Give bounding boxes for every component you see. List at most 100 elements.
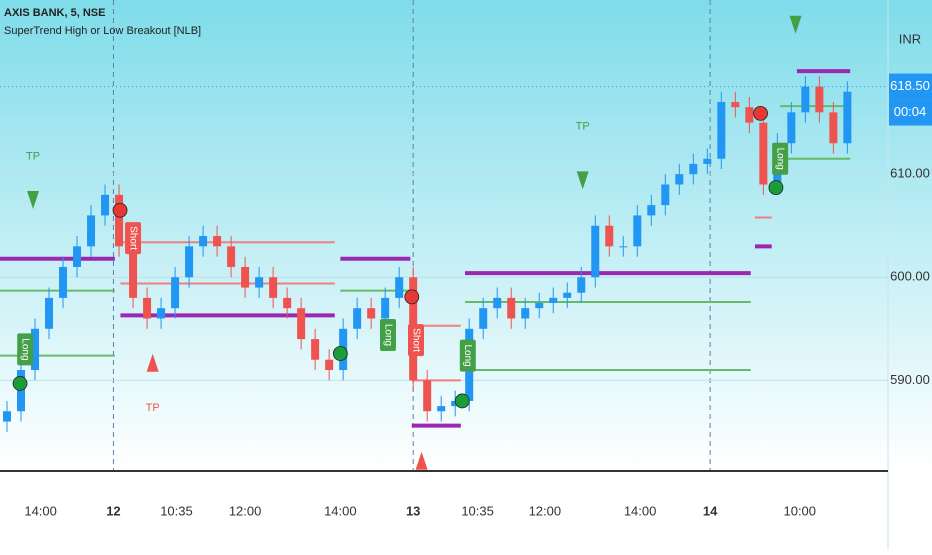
candle-body bbox=[843, 91, 852, 144]
signal-box bbox=[125, 222, 142, 255]
x-tick-label: 12:00 bbox=[229, 503, 262, 518]
candle-body bbox=[157, 308, 166, 319]
tp-triangle bbox=[27, 190, 40, 209]
candle-body bbox=[507, 297, 516, 319]
candle-body bbox=[171, 277, 180, 309]
signal-text: Short bbox=[410, 328, 421, 352]
candle-body bbox=[73, 246, 82, 267]
candle-body bbox=[787, 112, 796, 144]
candle-body bbox=[423, 380, 432, 412]
candle-body bbox=[241, 266, 250, 288]
signal-label: Short bbox=[125, 222, 142, 255]
candle-body bbox=[479, 308, 488, 329]
signal-dot bbox=[454, 393, 470, 409]
signal-label: Long bbox=[772, 142, 789, 175]
candle-body bbox=[661, 184, 670, 206]
y-tick-label: 610.00 bbox=[890, 166, 930, 181]
candle-body bbox=[675, 174, 684, 185]
x-tick-label: 14:00 bbox=[324, 503, 357, 518]
tp-triangle bbox=[146, 353, 159, 372]
candle-body bbox=[745, 107, 754, 123]
candle-body bbox=[129, 246, 138, 298]
signal-text: Long bbox=[775, 148, 786, 170]
signal-text: Long bbox=[20, 338, 31, 360]
candle-body bbox=[493, 297, 502, 309]
candle-body bbox=[703, 158, 712, 164]
candle-body bbox=[647, 205, 656, 216]
candle-body bbox=[87, 215, 96, 247]
signal-text: Long bbox=[382, 324, 393, 346]
x-tick-label: 14:00 bbox=[24, 503, 57, 518]
candle-body bbox=[31, 328, 40, 371]
x-tick-label: 12 bbox=[106, 503, 120, 518]
x-tick-label: 14 bbox=[703, 503, 718, 518]
candle-body bbox=[731, 102, 740, 108]
x-tick-label: 10:35 bbox=[160, 503, 193, 518]
signal-text: Short bbox=[127, 226, 138, 250]
candle-body bbox=[269, 277, 278, 298]
x-tick-label: 10:00 bbox=[783, 503, 816, 518]
signal-box bbox=[17, 333, 34, 366]
candle-body bbox=[325, 359, 334, 371]
signal-dot bbox=[768, 180, 784, 195]
candle-body bbox=[199, 236, 208, 247]
candle-body bbox=[227, 246, 236, 267]
signal-label: Long bbox=[379, 318, 396, 351]
x-tick-label: 10:35 bbox=[461, 503, 494, 518]
signal-dot bbox=[332, 346, 348, 361]
candle-body bbox=[297, 308, 306, 340]
last-price-box bbox=[889, 73, 932, 100]
signal-label: Long bbox=[459, 339, 476, 372]
chart-title: AXIS BANK, 5, NSE bbox=[4, 7, 105, 19]
signal-box bbox=[772, 142, 789, 175]
y-tick-label: 590.00 bbox=[890, 372, 930, 387]
candle-body bbox=[45, 297, 54, 329]
candle-body bbox=[101, 194, 110, 216]
tp-label: TP bbox=[576, 121, 590, 133]
y-tick-label: 600.00 bbox=[890, 269, 930, 284]
tp-triangle bbox=[415, 451, 428, 470]
last-price-label: 618.50 bbox=[890, 78, 930, 93]
candle-body bbox=[563, 292, 572, 298]
tp-triangle bbox=[576, 171, 589, 190]
candle-body bbox=[759, 122, 768, 185]
tp-triangle bbox=[789, 15, 802, 34]
candle-body bbox=[577, 277, 586, 293]
candle-body bbox=[213, 236, 222, 247]
indicator-name: SuperTrend High or Low Breakout [NLB] bbox=[4, 25, 201, 37]
candle-body bbox=[381, 297, 390, 319]
candle-body bbox=[3, 411, 12, 422]
signal-dot bbox=[112, 202, 128, 218]
candle-body bbox=[311, 339, 320, 360]
countdown-box bbox=[889, 99, 932, 126]
candle-body bbox=[367, 308, 376, 319]
candle-body bbox=[591, 225, 600, 278]
candle-body bbox=[143, 297, 152, 319]
candle-body bbox=[255, 277, 264, 288]
tp-label: TP bbox=[26, 151, 40, 163]
signal-text: Long bbox=[462, 344, 473, 366]
candle-body bbox=[451, 400, 460, 407]
candle-body bbox=[549, 297, 558, 304]
signal-label: Short bbox=[407, 324, 424, 357]
candle-body bbox=[437, 406, 446, 412]
candle-body bbox=[689, 163, 698, 175]
signal-box bbox=[407, 324, 424, 357]
candle-body bbox=[829, 112, 838, 144]
candle-body bbox=[801, 86, 810, 113]
candle-body bbox=[353, 308, 362, 329]
candle-body bbox=[633, 215, 642, 247]
candle-body bbox=[605, 225, 614, 247]
candle-body bbox=[717, 102, 726, 159]
candle-body bbox=[283, 297, 292, 309]
candle-body bbox=[521, 308, 530, 319]
signal-box bbox=[379, 318, 396, 351]
signal-label: Long bbox=[17, 333, 34, 366]
candle-body bbox=[185, 246, 194, 278]
signal-dot bbox=[12, 376, 28, 391]
candle-body bbox=[619, 246, 628, 248]
currency: INR bbox=[899, 31, 921, 46]
x-tick-label: 14:00 bbox=[624, 503, 657, 518]
